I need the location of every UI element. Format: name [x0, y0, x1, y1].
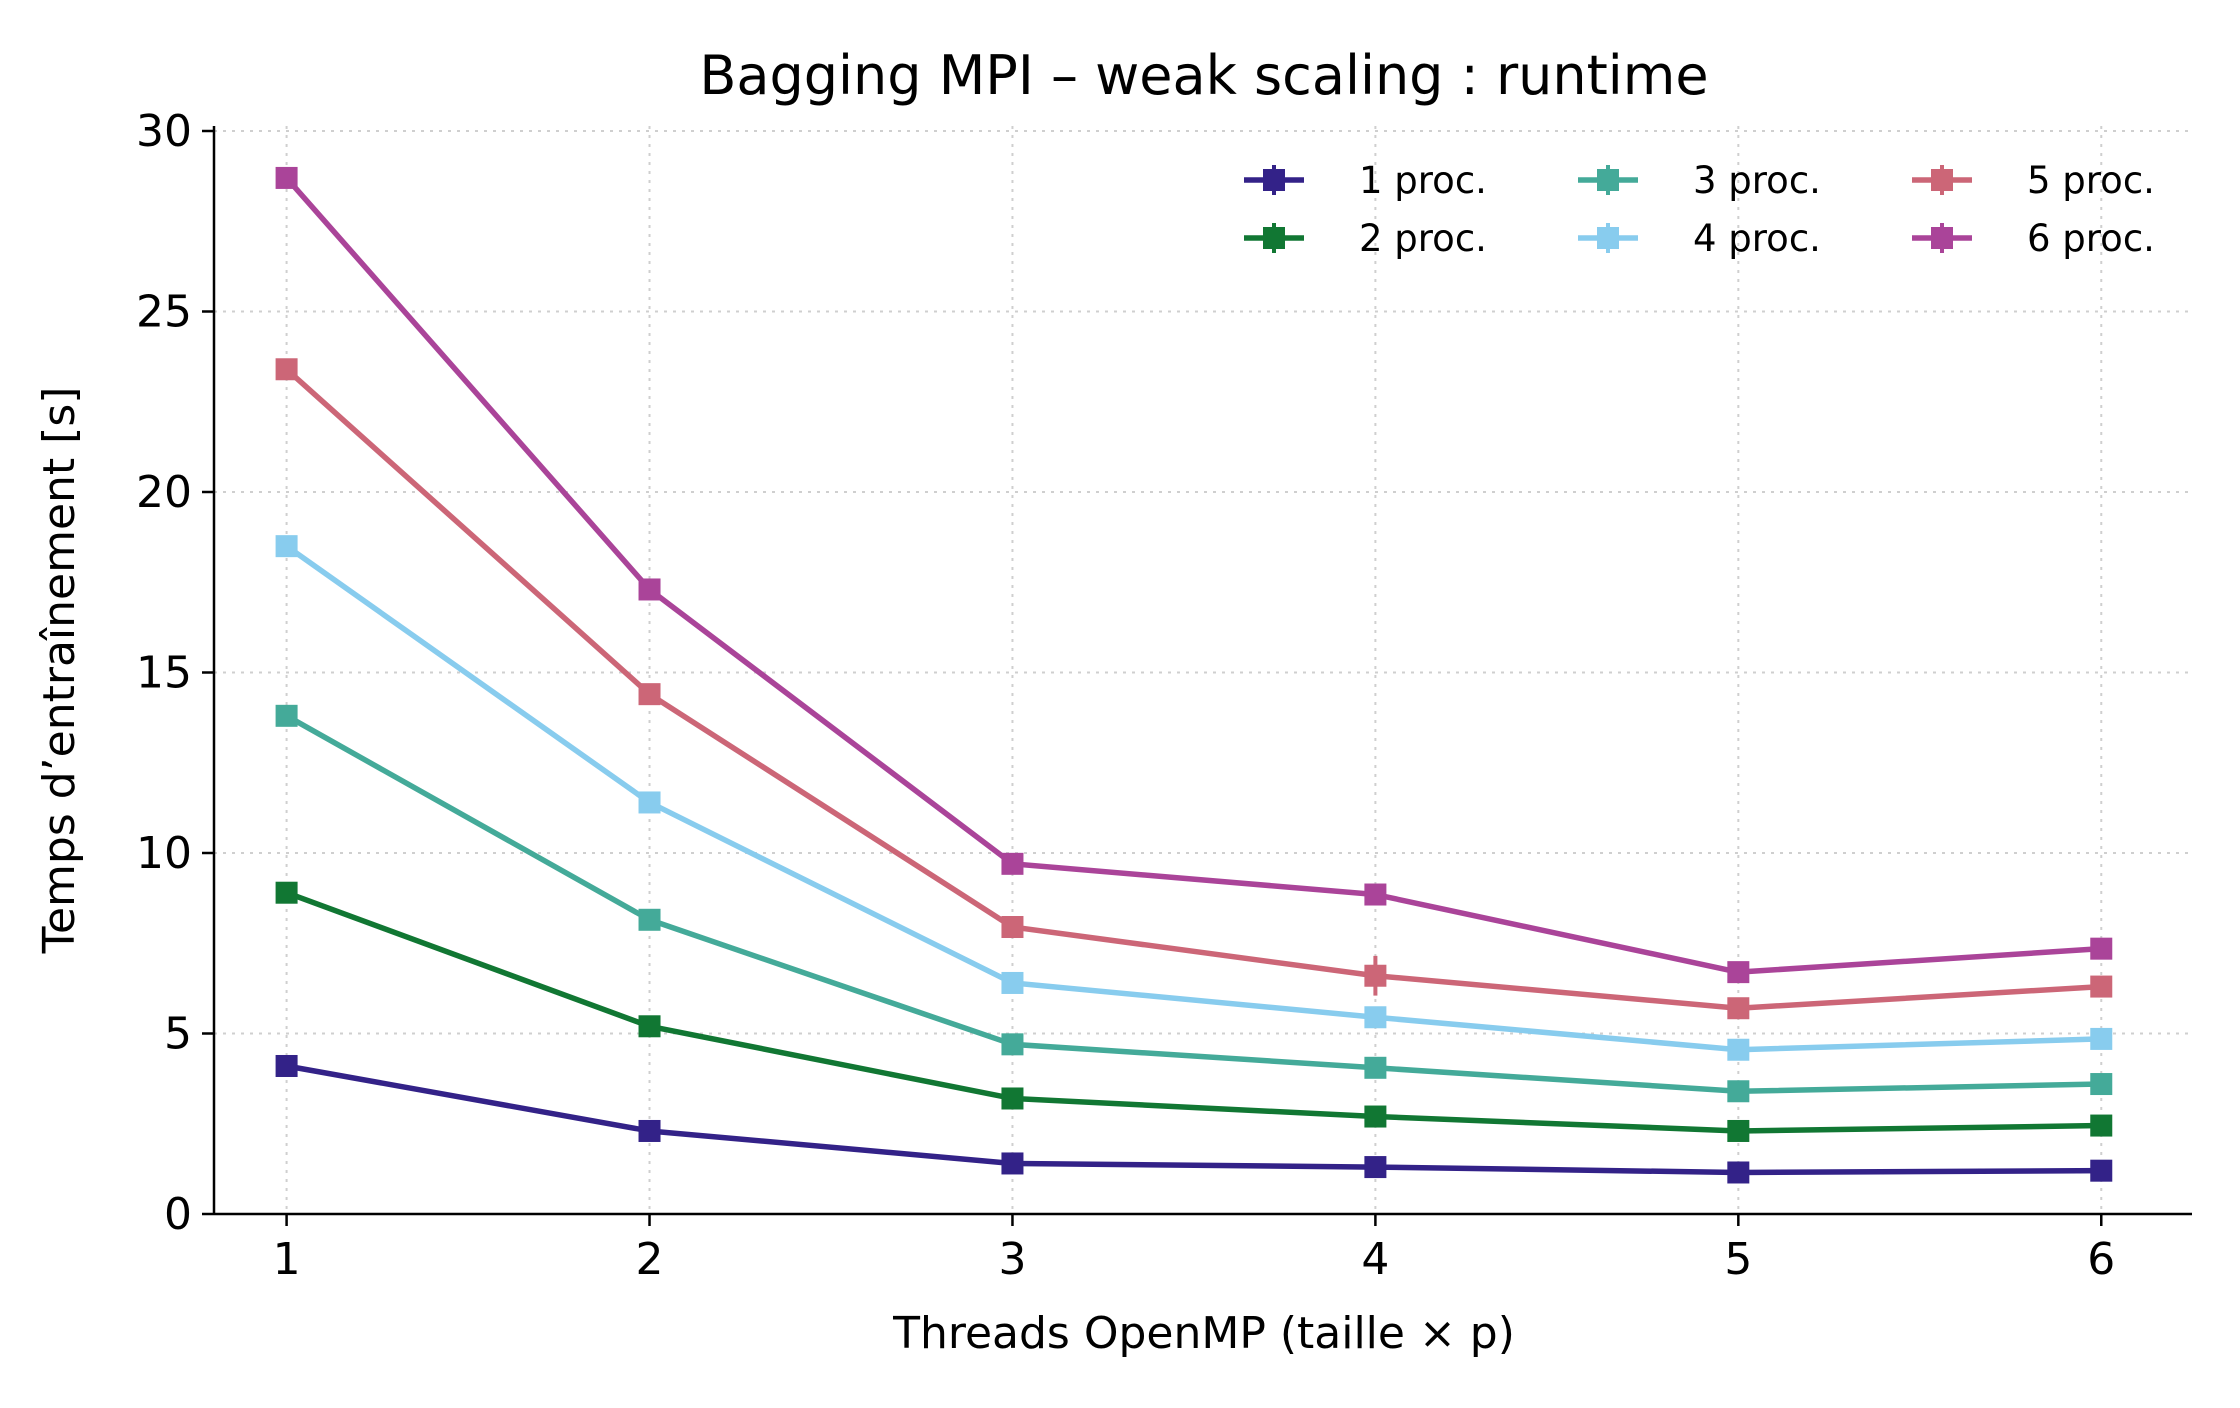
data-point	[638, 1119, 661, 1142]
legend-item: 2 proc.	[1244, 217, 1487, 260]
data-point	[275, 704, 298, 727]
series-3	[275, 704, 2113, 1103]
series-line	[285, 890, 2102, 1134]
data-point	[1727, 1119, 1750, 1142]
data-point	[275, 535, 298, 558]
y-tick-label: 20	[136, 467, 192, 518]
data-point	[1364, 883, 1387, 906]
legend-label: 3 proc.	[1693, 159, 1821, 202]
legend: 1 proc. 2 proc. 3 proc. 4 proc. 5 proc. 6 pro…	[1244, 159, 2155, 260]
legend-item: 5 proc.	[1912, 159, 2155, 202]
y-tick-label: 5	[164, 1009, 192, 1060]
data-point	[275, 358, 298, 381]
legend-label: 4 proc.	[1693, 217, 1821, 260]
data-point	[1001, 1033, 1024, 1056]
data-point	[1727, 1161, 1750, 1184]
data-point	[638, 1015, 661, 1038]
series-6	[275, 166, 2113, 984]
data-point	[1364, 1006, 1387, 1029]
x-tick-label: 1	[273, 1234, 301, 1285]
y-tick-label: 15	[136, 648, 192, 699]
legend-marker	[1597, 169, 1619, 191]
x-tick-label: 4	[1361, 1234, 1389, 1285]
legend-label: 5 proc.	[2027, 159, 2155, 202]
series-line	[285, 713, 2102, 1095]
data-point	[2090, 1159, 2113, 1182]
data-point	[1727, 1038, 1750, 1061]
data-point	[1364, 1105, 1387, 1128]
data-point	[638, 578, 661, 601]
data-point	[1001, 916, 1024, 939]
x-tick-label: 3	[998, 1234, 1026, 1285]
y-tick-label: 30	[136, 106, 192, 157]
legend-marker	[1263, 169, 1285, 191]
data-point	[1001, 971, 1024, 994]
data-point	[1364, 1056, 1387, 1079]
y-axis-label: Temps d’entraînement [s]	[34, 387, 85, 955]
data-point	[1727, 1080, 1750, 1103]
data-point	[638, 908, 661, 931]
y-tick-label: 25	[136, 287, 192, 338]
axes	[212, 126, 2192, 1216]
legend-label: 1 proc.	[1359, 159, 1487, 202]
chart-title: Bagging MPI – weak scaling : runtime	[699, 44, 1708, 107]
legend-label: 6 proc.	[2027, 217, 2155, 260]
data-point	[275, 1054, 298, 1077]
y-tick-label: 0	[164, 1189, 192, 1240]
data-point	[638, 683, 661, 706]
legend-item: 4 proc.	[1578, 217, 1821, 260]
data-point	[1364, 1156, 1387, 1179]
data-point	[2090, 1027, 2113, 1050]
data-point	[1001, 1152, 1024, 1175]
series-line	[284, 176, 2102, 975]
legend-label: 2 proc.	[1359, 217, 1487, 260]
grid-lines	[214, 126, 2192, 1214]
data-point	[2090, 937, 2113, 960]
x-tick-label: 6	[2087, 1234, 2115, 1285]
data-point	[1001, 1087, 1024, 1110]
series-line	[286, 1063, 2102, 1176]
x-axis-label: Threads OpenMP (taille × p)	[892, 1308, 1515, 1359]
legend-marker	[1931, 227, 1953, 249]
series-5	[275, 358, 2113, 1020]
legend-item: 3 proc.	[1578, 159, 1821, 202]
series-1	[275, 1054, 2113, 1184]
series-line	[284, 367, 2102, 1011]
x-ticks: 1 2 3 4 5 6	[273, 1214, 2115, 1285]
x-tick-label: 2	[636, 1234, 664, 1285]
data-point	[2090, 1073, 2113, 1096]
data-point	[2090, 975, 2113, 998]
y-ticks: 0 5 10 15 20 25 30	[136, 106, 214, 1240]
series-4	[275, 535, 2113, 1061]
series-layer	[275, 166, 2113, 1184]
data-point	[275, 166, 298, 189]
data-point	[1001, 852, 1024, 875]
data-point	[1727, 961, 1750, 984]
legend-item: 1 proc.	[1244, 159, 1487, 202]
data-point	[1727, 997, 1750, 1020]
y-tick-label: 10	[136, 828, 192, 879]
legend-marker	[1597, 227, 1619, 249]
data-point	[2090, 1114, 2113, 1137]
series-2	[275, 881, 2113, 1142]
data-point	[1364, 964, 1387, 987]
data-point	[275, 881, 298, 904]
legend-item: 6 proc.	[1912, 217, 2155, 260]
x-tick-label: 5	[1724, 1234, 1752, 1285]
legend-marker	[1263, 227, 1285, 249]
data-point	[638, 791, 661, 814]
legend-marker	[1931, 169, 1953, 191]
series-line	[285, 543, 2102, 1053]
